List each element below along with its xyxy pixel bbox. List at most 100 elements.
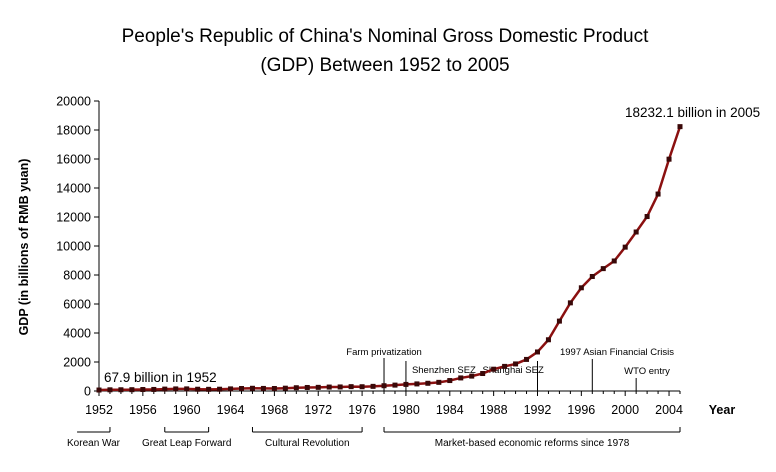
y-tick-label: 2000 [63, 356, 91, 370]
event-label: Shenzhen SEZ [412, 365, 476, 376]
gdp-data-point [282, 385, 288, 391]
x-tick-label: 1992 [524, 403, 552, 417]
y-tick-label: 8000 [63, 269, 91, 283]
x-tick-label: 1984 [436, 403, 464, 417]
x-tick-label: 1964 [217, 403, 245, 417]
period-label: Korean War [67, 438, 121, 449]
event-label: WTO entry [624, 366, 670, 377]
gdp-data-point [502, 363, 508, 369]
gdp-data-point [677, 124, 683, 130]
gdp-series [96, 124, 683, 393]
x-axis-title: Year [709, 403, 736, 417]
x-tick-label: 1972 [304, 403, 332, 417]
gdp-data-point [359, 384, 365, 390]
period-label: Cultural Revolution [265, 438, 350, 449]
y-tick-label: 0 [84, 385, 91, 399]
x-tick-label: 2000 [611, 403, 639, 417]
y-tick-label: 6000 [63, 298, 91, 312]
gdp-data-point [644, 214, 650, 220]
y-tick-label: 4000 [63, 327, 91, 341]
y-tick-label: 10000 [56, 240, 91, 254]
gdp-data-point [337, 384, 343, 390]
x-tick-label: 1960 [173, 403, 201, 417]
gdp-data-point [436, 379, 442, 385]
x-tick-label: 1976 [348, 403, 376, 417]
y-tick-label: 20000 [56, 95, 91, 109]
gdp-data-point [425, 380, 431, 386]
x-tick-label: 1952 [85, 403, 113, 417]
gdp-data-point [326, 384, 332, 390]
event-annotations: Farm privatization Shenzhen SEZ Shanghai S… [346, 347, 674, 391]
gdp-data-point [666, 156, 672, 162]
gdp-data-point [206, 386, 212, 392]
chart-title-line-1: People's Republic of China's Nominal Gro… [122, 26, 650, 47]
gdp-data-point [469, 373, 475, 379]
gdp-data-point [162, 386, 168, 392]
y-axis-title: GDP (in billions of RMB yuan) [17, 159, 31, 336]
gdp-data-point [392, 382, 398, 388]
gdp-data-point [545, 337, 551, 343]
gdp-data-point [578, 285, 584, 291]
gdp-data-point [304, 384, 310, 390]
gdp-data-point [271, 386, 277, 391]
event-label: Shanghai SEZ [482, 365, 543, 376]
gdp-data-point [228, 386, 234, 392]
gdp-data-point [655, 191, 661, 197]
gdp-data-point [633, 229, 639, 235]
x-tick-label: 1988 [480, 403, 508, 417]
last-point-label: 18232.1 billion in 2005 [625, 105, 760, 120]
gdp-data-point [600, 266, 606, 272]
x-tick-label: 1968 [260, 403, 288, 417]
x-tick-label: 1980 [392, 403, 420, 417]
gdp-data-point [151, 386, 157, 392]
gdp-data-point [239, 386, 245, 392]
gdp-data-point [589, 273, 595, 279]
gdp-data-point [622, 244, 628, 250]
gdp-data-point [140, 387, 146, 393]
gdp-data-point [381, 383, 387, 389]
gdp-data-point [173, 386, 179, 392]
y-tick-label: 16000 [56, 153, 91, 167]
gdp-data-point [249, 385, 255, 391]
y-tick-label: 12000 [56, 211, 91, 225]
gdp-data-point [491, 366, 497, 372]
gdp-data-point [118, 387, 124, 393]
gdp-data-point [129, 387, 135, 393]
x-tick-label: 1996 [567, 403, 595, 417]
period-annotations: Korean War Great Leap Forward Cultural Rev… [67, 427, 681, 449]
gdp-data-point [534, 349, 540, 355]
gdp-data-point [513, 361, 519, 367]
gdp-data-point [348, 384, 354, 390]
gdp-data-point [107, 387, 113, 393]
y-tick-label: 18000 [56, 124, 91, 138]
gdp-data-point [611, 258, 617, 264]
gdp-data-point [217, 386, 223, 392]
period-label: Great Leap Forward [142, 438, 232, 449]
axes: 0 2000 4000 6000 8000 10000 12000 14000 16000 180… [56, 95, 683, 418]
gdp-data-point [480, 371, 486, 377]
gdp-data-point [556, 318, 562, 324]
event-label: 1997 Asian Financial Crisis [560, 347, 674, 358]
gdp-data-point [96, 387, 102, 393]
x-tick-label: 2004 [655, 403, 683, 417]
gdp-data-point [567, 300, 573, 306]
gdp-data-point [447, 378, 453, 384]
period-label: Market-based economic reforms since 1978 [435, 438, 630, 449]
gdp-data-point [184, 386, 190, 392]
gdp-data-point [293, 385, 299, 391]
gdp-data-point [414, 381, 420, 387]
gdp-data-point [195, 386, 201, 392]
event-label: Farm privatization [346, 347, 422, 358]
y-tick-label: 14000 [56, 182, 91, 196]
first-point-label: 67.9 billion in 1952 [104, 370, 217, 385]
gdp-data-point [260, 385, 266, 391]
chart-title-line-2: (GDP) Between 1952 to 2005 [260, 55, 509, 76]
gdp-data-point [370, 383, 376, 389]
gdp-data-point [403, 381, 409, 387]
gdp-data-point [524, 356, 530, 362]
x-tick-label: 1956 [129, 403, 157, 417]
gdp-data-point [458, 375, 464, 381]
gdp-data-point [315, 384, 321, 390]
